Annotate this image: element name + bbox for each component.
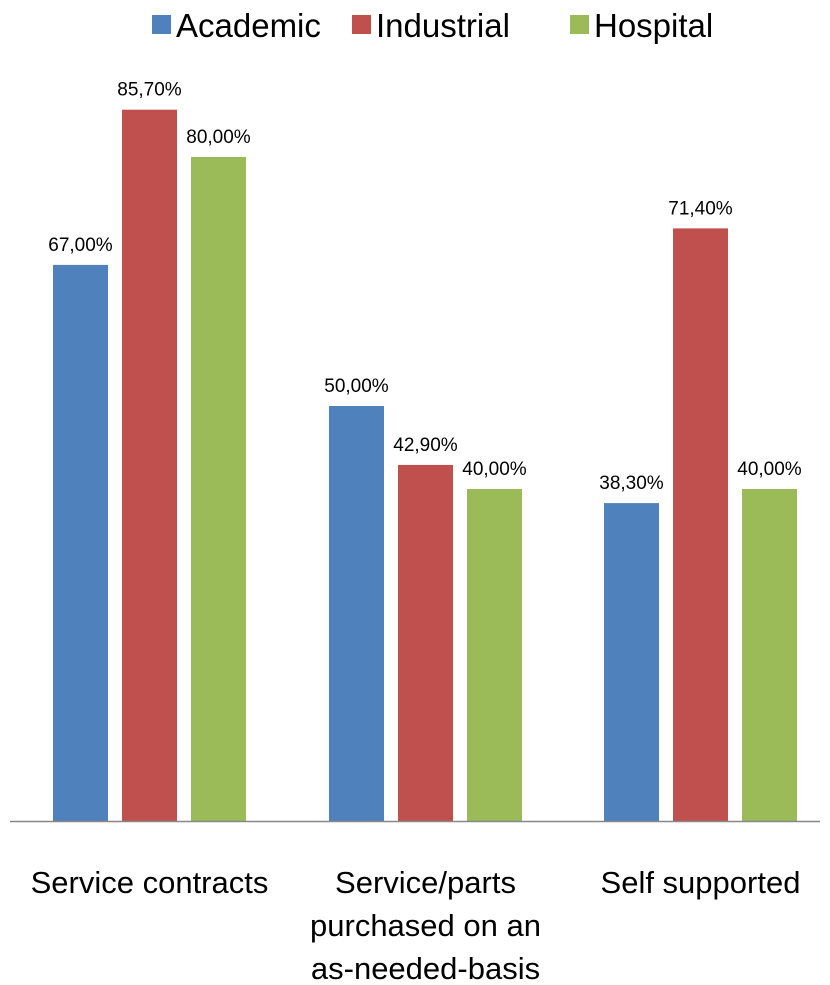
bars <box>53 109 797 821</box>
bar-hospital-self-supported <box>742 489 797 821</box>
legend-swatch-hospital <box>570 15 589 34</box>
bar-academic-service-parts-purchased-on-an-as-needed-basis <box>329 406 384 821</box>
data-label-hospital-self-supported: 40,00% <box>737 459 802 480</box>
category-label-service-parts-purchased-on-an-as-needed-basis: Service/parts purchased on an as-needed-ba… <box>310 865 541 985</box>
legend-item-industrial: Industrial <box>352 7 510 44</box>
legend-item-academic: Academic <box>152 7 321 44</box>
legend-label-hospital: Hospital <box>594 7 713 44</box>
legend-swatch-industrial <box>352 15 371 34</box>
data-label-industrial-self-supported: 71,40% <box>668 198 733 219</box>
legend-label-industrial: Industrial <box>376 7 510 44</box>
data-label-academic-service-contracts: 67,00% <box>48 235 113 256</box>
data-label-industrial-service-contracts: 85,70% <box>117 80 182 101</box>
data-label-hospital-service-parts-purchased-on-an-as-needed-basis: 40,00% <box>462 459 527 480</box>
data-label-industrial-service-parts-purchased-on-an-as-needed-basis: 42,90% <box>393 435 458 456</box>
bar-industrial-self-supported <box>673 228 728 821</box>
data-label-academic-service-parts-purchased-on-an-as-needed-basis: 50,00% <box>324 376 389 397</box>
bar-academic-service-contracts <box>53 264 108 821</box>
legend-item-hospital: Hospital <box>570 7 713 44</box>
category-labels: Service contracts Service/parts purchased … <box>31 865 801 985</box>
legend-swatch-academic <box>152 15 171 34</box>
data-labels: 67,00% 50,00% 38,30% 85,70% 42,90% 71,40% 80,0… <box>48 80 802 494</box>
category-label-service-contracts: Service contracts <box>31 865 269 900</box>
legend-label-academic: Academic <box>176 7 321 44</box>
legend: Academic Industrial Hospital <box>152 7 713 44</box>
category-label-self-supported: Self supported <box>601 865 801 900</box>
data-label-academic-self-supported: 38,30% <box>599 473 664 494</box>
bar-industrial-service-contracts <box>122 109 177 821</box>
data-label-hospital-service-contracts: 80,00% <box>186 127 251 148</box>
bar-academic-self-supported <box>604 503 659 821</box>
bar-hospital-service-contracts <box>191 157 246 821</box>
bar-industrial-service-parts-purchased-on-an-as-needed-basis <box>398 464 453 821</box>
bar-hospital-service-parts-purchased-on-an-as-needed-basis <box>467 489 522 821</box>
